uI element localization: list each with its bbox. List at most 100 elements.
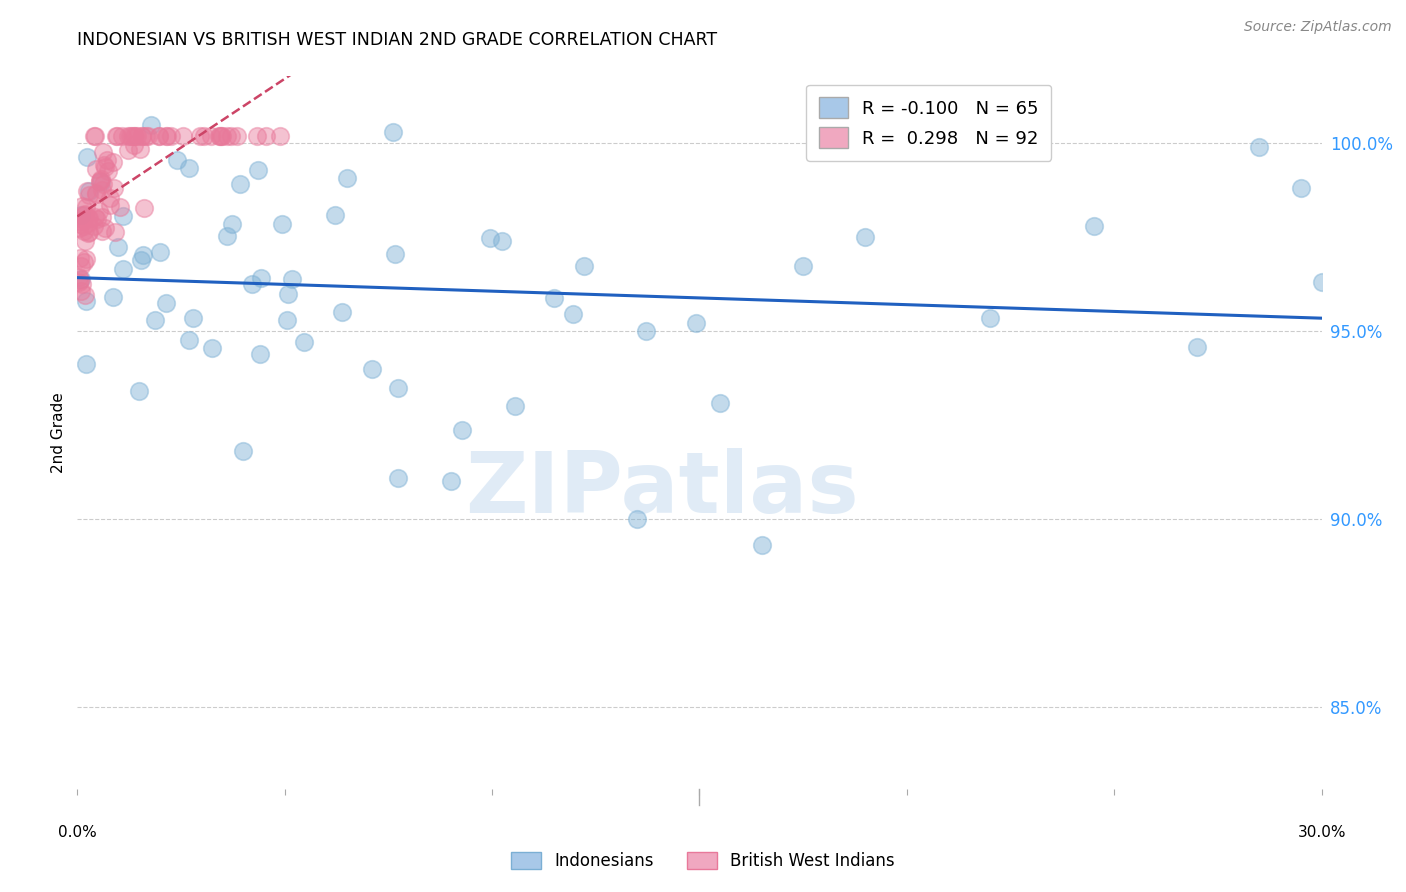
Point: [155, 128, 177, 143]
Point: [83, 210, 105, 224]
Point: [361, 361, 384, 376]
Point: [124, 128, 146, 143]
Point: [440, 475, 463, 489]
Legend: R = -0.100   N = 65, R =  0.298   N = 92: R = -0.100 N = 65, R = 0.298 N = 92: [806, 85, 1052, 161]
Point: [101, 290, 124, 304]
Point: [209, 128, 232, 143]
Point: [132, 201, 155, 215]
Point: [73, 208, 96, 222]
Point: [104, 225, 127, 239]
Point: [125, 128, 148, 143]
Point: [89, 174, 111, 188]
Point: [83, 219, 105, 233]
Point: [143, 313, 166, 327]
Point: [69, 251, 91, 265]
Text: Source: ZipAtlas.com: Source: ZipAtlas.com: [1244, 20, 1392, 34]
Point: [226, 128, 249, 143]
Point: [111, 128, 134, 143]
Point: [121, 128, 143, 143]
Point: [128, 384, 150, 398]
Point: [1310, 276, 1333, 290]
Point: [155, 295, 177, 310]
Point: [229, 178, 252, 192]
Point: [572, 259, 595, 273]
Point: [249, 347, 271, 361]
Point: [112, 209, 135, 223]
Point: [70, 198, 93, 212]
Point: [104, 128, 127, 143]
Point: [626, 512, 648, 526]
Point: [90, 175, 112, 189]
Point: [979, 311, 1001, 326]
Point: [79, 225, 101, 239]
Point: [73, 234, 96, 248]
Point: [135, 128, 157, 143]
Point: [245, 128, 267, 143]
Point: [166, 153, 188, 167]
Point: [75, 207, 97, 221]
Point: [84, 162, 107, 177]
Point: [67, 270, 90, 285]
Point: [67, 275, 90, 289]
Point: [77, 216, 100, 230]
Point: [103, 181, 125, 195]
Point: [177, 333, 200, 347]
Point: [451, 423, 474, 437]
Point: [87, 203, 110, 218]
Point: [96, 164, 118, 178]
Point: [122, 137, 145, 152]
Point: [70, 260, 93, 274]
Point: [131, 253, 153, 268]
Point: [240, 277, 263, 291]
Point: [139, 118, 162, 132]
Point: [91, 145, 114, 159]
Point: [181, 310, 204, 325]
Point: [200, 128, 222, 143]
Point: [271, 217, 294, 231]
Point: [1289, 181, 1312, 195]
Point: [76, 226, 98, 240]
Point: [149, 245, 172, 260]
Point: [84, 128, 107, 143]
Point: [96, 153, 118, 168]
Point: [76, 149, 98, 163]
Point: [330, 305, 353, 319]
Text: INDONESIAN VS BRITISH WEST INDIAN 2ND GRADE CORRELATION CHART: INDONESIAN VS BRITISH WEST INDIAN 2ND GR…: [77, 31, 717, 49]
Point: [336, 171, 359, 186]
Point: [75, 357, 97, 371]
Point: [98, 191, 121, 205]
Point: [148, 128, 170, 143]
Point: [72, 277, 94, 291]
Point: [132, 248, 155, 262]
Point: [75, 294, 97, 309]
Legend: Indonesians, British West Indians: Indonesians, British West Indians: [505, 845, 901, 877]
Point: [122, 128, 145, 143]
Point: [83, 128, 105, 143]
Point: [709, 396, 731, 410]
Point: [250, 271, 273, 285]
Point: [90, 172, 112, 186]
Point: [91, 178, 114, 192]
Point: [232, 444, 254, 458]
Text: 30.0%: 30.0%: [1298, 825, 1346, 840]
Point: [105, 128, 128, 143]
Text: ZIPatlas: ZIPatlas: [465, 448, 859, 532]
Point: [1083, 219, 1105, 233]
Point: [73, 213, 96, 227]
Point: [751, 538, 773, 552]
Point: [91, 210, 114, 224]
Point: [73, 219, 96, 233]
Point: [86, 211, 108, 226]
Point: [77, 188, 100, 202]
Point: [177, 161, 200, 175]
Point: [107, 239, 129, 253]
Point: [208, 128, 231, 143]
Point: [254, 128, 277, 143]
Point: [73, 288, 96, 302]
Point: [67, 221, 90, 235]
Point: [156, 128, 179, 143]
Point: [491, 234, 513, 248]
Point: [73, 224, 96, 238]
Point: [91, 183, 114, 197]
Point: [384, 247, 406, 261]
